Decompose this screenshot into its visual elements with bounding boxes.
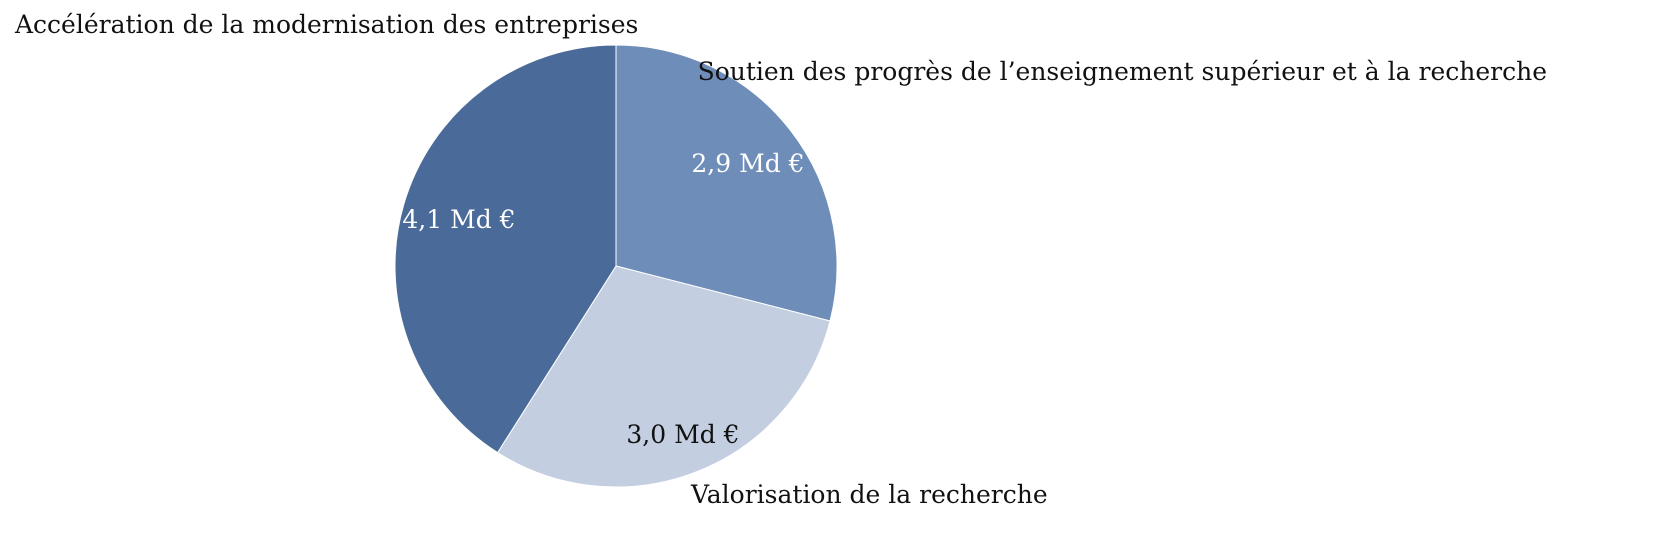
- value-label-valorisation: 3,0 Md €: [626, 420, 739, 449]
- value-label-modernisation: 4,1 Md €: [402, 205, 515, 234]
- category-label-modernisation: Accélération de la modernisation des ent…: [14, 10, 638, 39]
- pie-slice-modernisation: [394, 44, 617, 454]
- pie-slice-enseignement: [615, 44, 838, 322]
- category-label-enseignement: Soutien des progrès de l’enseignement su…: [698, 57, 1547, 86]
- category-label-valorisation: Valorisation de la recherche: [690, 480, 1048, 509]
- value-label-enseignement: 2,9 Md €: [691, 149, 804, 178]
- pie-slice-valorisation: [496, 265, 831, 488]
